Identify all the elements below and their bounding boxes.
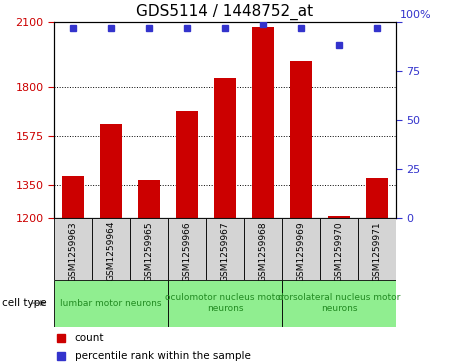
Bar	[99, 124, 122, 218]
Bar	[130, 218, 168, 280]
Text: dorsolateral nucleus motor
neurons: dorsolateral nucleus motor neurons	[278, 293, 400, 313]
Bar	[328, 216, 351, 218]
Bar	[54, 218, 92, 280]
Bar	[320, 218, 358, 280]
Title: GDS5114 / 1448752_at: GDS5114 / 1448752_at	[136, 4, 314, 20]
Text: oculomotor nucleus motor
neurons: oculomotor nucleus motor neurons	[165, 293, 285, 313]
Bar	[244, 218, 282, 280]
Bar	[176, 111, 198, 218]
Text: percentile rank within the sample: percentile rank within the sample	[75, 351, 250, 361]
Text: GSM1259965: GSM1259965	[144, 221, 153, 282]
Bar	[252, 27, 274, 218]
Text: 100%: 100%	[400, 10, 431, 20]
Bar	[92, 218, 130, 280]
Bar	[282, 218, 320, 280]
Bar	[214, 78, 236, 218]
Bar	[138, 180, 160, 218]
Text: GSM1259969: GSM1259969	[297, 221, 306, 282]
Bar	[54, 280, 168, 327]
Bar	[365, 178, 388, 218]
Bar	[282, 280, 396, 327]
Text: lumbar motor neurons: lumbar motor neurons	[60, 299, 162, 307]
Text: GSM1259971: GSM1259971	[373, 221, 382, 282]
Text: GSM1259967: GSM1259967	[220, 221, 230, 282]
Bar	[168, 218, 206, 280]
Text: GSM1259970: GSM1259970	[334, 221, 343, 282]
Bar	[206, 218, 244, 280]
Text: GSM1259964: GSM1259964	[107, 221, 116, 281]
Bar	[62, 176, 85, 218]
Text: count: count	[75, 333, 104, 343]
Text: GSM1259968: GSM1259968	[258, 221, 267, 282]
Bar	[168, 280, 282, 327]
Text: cell type: cell type	[2, 298, 47, 308]
Bar	[358, 218, 396, 280]
Text: GSM1259966: GSM1259966	[183, 221, 192, 282]
Bar	[290, 61, 312, 218]
Text: GSM1259963: GSM1259963	[68, 221, 77, 282]
